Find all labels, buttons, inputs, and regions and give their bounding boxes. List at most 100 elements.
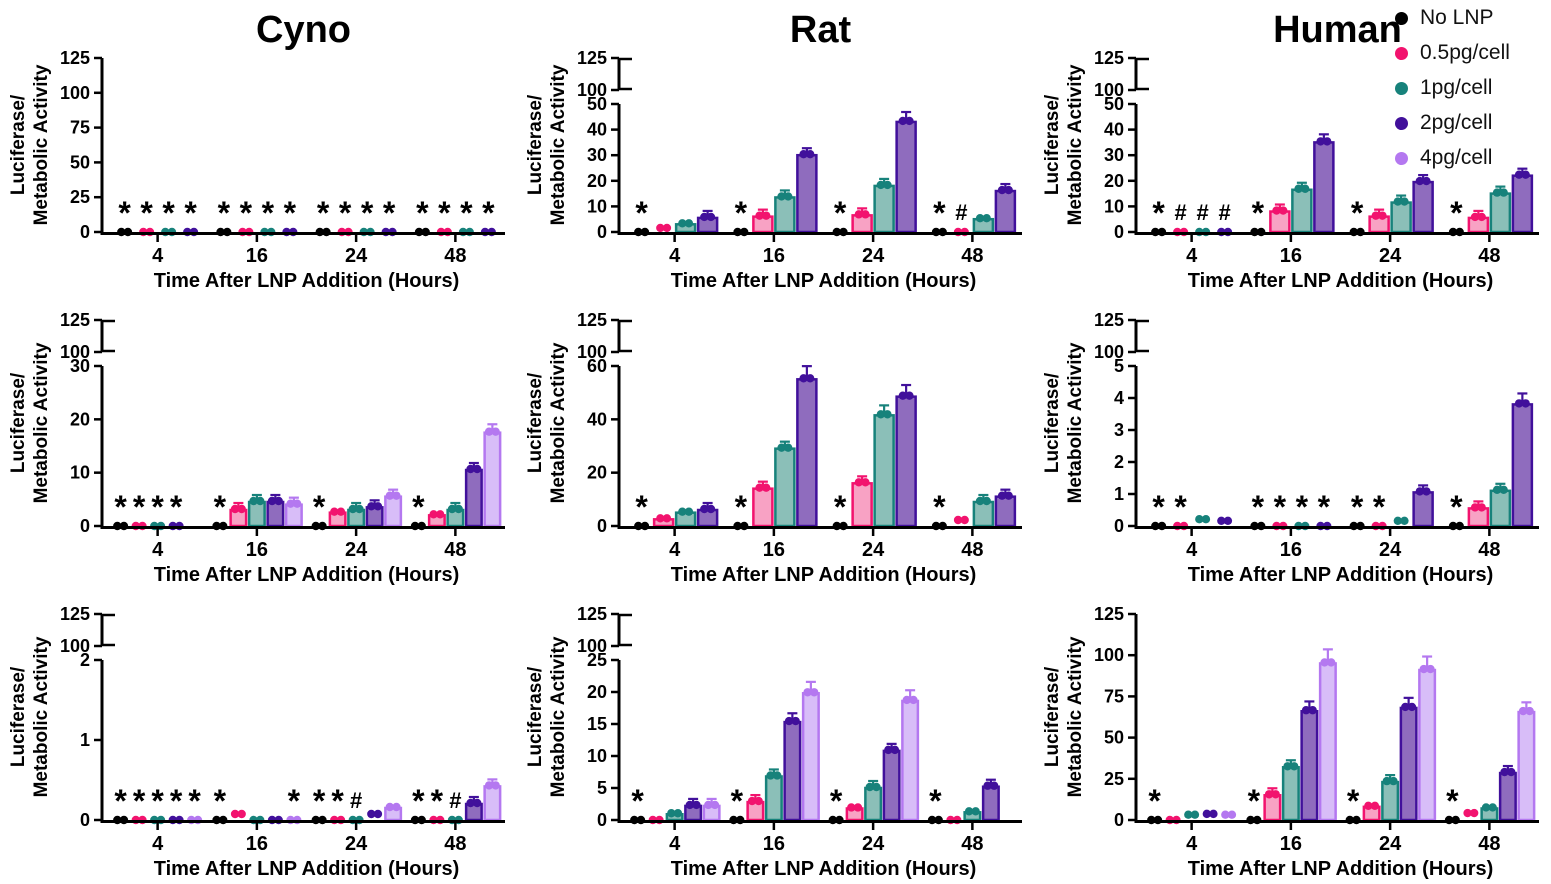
svg-text:Luciferase/: Luciferase/: [8, 666, 29, 767]
svg-text:*: *: [460, 195, 473, 231]
svg-text:Luciferase/: Luciferase/: [525, 666, 546, 767]
svg-text:125: 125: [577, 48, 607, 68]
svg-text:*: *: [240, 195, 253, 231]
svg-text:0: 0: [597, 222, 607, 242]
svg-text:*: *: [933, 489, 946, 525]
svg-text:*: *: [133, 489, 146, 525]
svg-text:*: *: [140, 195, 153, 231]
svg-text:48: 48: [961, 833, 983, 855]
svg-text:Metabolic Activity: Metabolic Activity: [1065, 342, 1086, 503]
svg-text:#: #: [449, 788, 461, 813]
dose-0-5pg-dot-icon: [1395, 46, 1408, 60]
svg-text:24: 24: [1379, 539, 1402, 561]
chart-rat-row3: * * * * 4 16 24 48 Time After LNP Addition (Hour…: [525, 604, 1022, 880]
svg-text:Time After LNP Addition (Hours: Time After LNP Addition (Hours): [154, 858, 460, 880]
svg-text:125: 125: [577, 604, 607, 624]
svg-text:*: *: [1450, 195, 1463, 231]
svg-text:24: 24: [862, 833, 885, 855]
svg-text:20: 20: [70, 409, 90, 429]
svg-text:40: 40: [587, 409, 607, 429]
svg-text:24: 24: [862, 245, 885, 267]
svg-text:*: *: [361, 195, 374, 231]
svg-text:*: *: [188, 783, 201, 819]
svg-text:24: 24: [345, 539, 368, 561]
svg-text:Luciferase/: Luciferase/: [1042, 372, 1063, 473]
legend-label: 2pg/cell: [1420, 111, 1493, 134]
svg-text:2: 2: [1114, 452, 1124, 472]
svg-text:Metabolic Activity: Metabolic Activity: [548, 342, 569, 503]
svg-text:48: 48: [1478, 833, 1500, 855]
svg-text:4: 4: [152, 833, 164, 855]
svg-text:60: 60: [587, 356, 607, 376]
svg-text:48: 48: [444, 833, 466, 855]
svg-text:5: 5: [597, 778, 607, 798]
svg-text:*: *: [635, 489, 648, 525]
svg-text:*: *: [1274, 489, 1287, 525]
svg-text:Cyno: Cyno: [256, 9, 351, 51]
dose-2pg-dot-icon: [1395, 116, 1408, 130]
svg-text:48: 48: [961, 539, 983, 561]
legend-item-no-lnp: No LNP: [1395, 6, 1545, 30]
svg-text:48: 48: [444, 245, 466, 267]
svg-text:*: *: [1446, 783, 1459, 819]
svg-text:*: *: [1174, 489, 1187, 525]
svg-text:20: 20: [587, 171, 607, 191]
svg-text:15: 15: [587, 714, 607, 734]
svg-text:#: #: [1219, 200, 1231, 225]
svg-text:Metabolic Activity: Metabolic Activity: [548, 636, 569, 797]
svg-text:24: 24: [345, 833, 368, 855]
svg-text:24: 24: [1379, 833, 1402, 855]
svg-text:50: 50: [587, 94, 607, 114]
svg-text:75: 75: [1104, 686, 1124, 706]
svg-text:125: 125: [577, 310, 607, 330]
svg-text:50: 50: [70, 152, 90, 172]
legend-label: No LNP: [1420, 6, 1494, 29]
svg-text:2: 2: [80, 650, 90, 670]
svg-text:Metabolic Activity: Metabolic Activity: [31, 636, 52, 797]
svg-text:*: *: [1351, 195, 1364, 231]
svg-text:0: 0: [1114, 810, 1124, 830]
svg-text:125: 125: [1094, 310, 1124, 330]
dose-4pg-dot-icon: [1395, 151, 1408, 165]
svg-text:10: 10: [70, 463, 90, 483]
svg-text:*: *: [284, 195, 297, 231]
svg-text:Metabolic Activity: Metabolic Activity: [31, 64, 52, 225]
svg-text:10: 10: [587, 746, 607, 766]
svg-text:16: 16: [1280, 833, 1302, 855]
svg-text:4: 4: [1186, 833, 1198, 855]
svg-text:100: 100: [1094, 645, 1124, 665]
legend-item-4pg: 4pg/cell: [1395, 146, 1545, 170]
chart-human-row1: * # # # * * * 4 16 24 48 Time After LNP Addition (H…: [1042, 9, 1539, 292]
svg-text:*: *: [339, 195, 352, 231]
svg-text:16: 16: [763, 833, 785, 855]
svg-text:*: *: [331, 783, 344, 819]
svg-text:10: 10: [1104, 196, 1124, 216]
svg-text:4: 4: [669, 833, 681, 855]
svg-text:125: 125: [60, 48, 90, 68]
svg-text:20: 20: [587, 682, 607, 702]
svg-text:Luciferase/: Luciferase/: [1042, 94, 1063, 195]
svg-text:16: 16: [1280, 245, 1302, 267]
svg-text:16: 16: [246, 539, 268, 561]
svg-text:*: *: [735, 489, 748, 525]
svg-text:100: 100: [60, 636, 90, 656]
svg-text:*: *: [731, 783, 744, 819]
svg-text:*: *: [929, 783, 942, 819]
svg-text:0: 0: [80, 222, 90, 242]
svg-text:Luciferase/: Luciferase/: [525, 372, 546, 473]
svg-text:4: 4: [152, 245, 164, 267]
svg-text:16: 16: [763, 245, 785, 267]
svg-text:#: #: [1175, 200, 1187, 225]
svg-text:4: 4: [669, 245, 681, 267]
svg-text:25: 25: [1104, 769, 1124, 789]
legend-item-2pg: 2pg/cell: [1395, 111, 1545, 135]
svg-text:4: 4: [152, 539, 164, 561]
svg-text:*: *: [214, 783, 227, 819]
svg-text:*: *: [834, 195, 847, 231]
dose-1pg-dot-icon: [1395, 81, 1408, 95]
svg-text:*: *: [635, 195, 648, 231]
